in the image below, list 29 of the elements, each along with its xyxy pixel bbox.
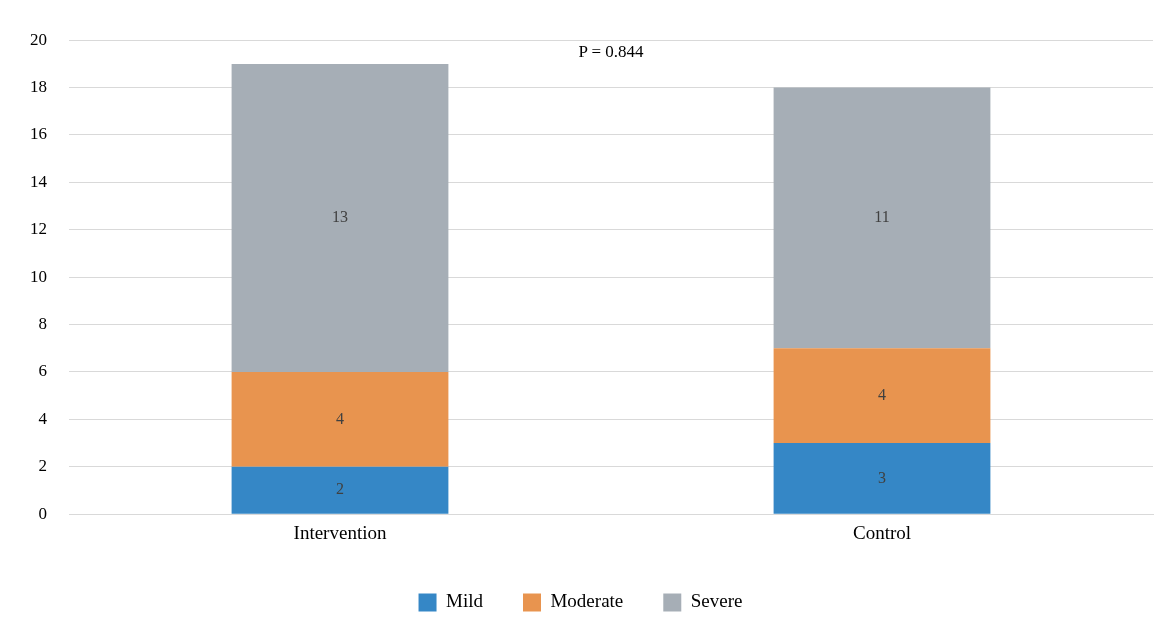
y-tick-label: 8 <box>38 314 47 334</box>
bar <box>231 466 449 514</box>
legend-label: Mild <box>446 590 484 612</box>
y-tick-label: 14 <box>30 171 48 191</box>
y-tick-label: 18 <box>30 77 47 97</box>
annotation: P = 0.844 <box>578 41 645 61</box>
bar <box>231 63 449 372</box>
y-tick-label: 4 <box>38 408 48 428</box>
data-label: 4 <box>336 409 344 427</box>
data-label: 11 <box>874 208 890 226</box>
y-tick-label: 6 <box>38 361 47 381</box>
data-label: 3 <box>878 468 886 486</box>
y-tick-label: 20 <box>30 29 47 49</box>
data-label: 2 <box>336 480 344 498</box>
y-tick-label: 10 <box>30 266 47 286</box>
data-label: 4 <box>878 385 886 403</box>
bar <box>773 87 991 349</box>
y-tick-label: 12 <box>30 219 47 239</box>
bar <box>773 443 991 514</box>
y-tick-label: 2 <box>38 456 47 476</box>
legend-label: Severe <box>690 590 743 612</box>
y-tick-label: 0 <box>38 503 47 523</box>
x-tick-label: Control <box>852 521 912 543</box>
y-tick-label: 16 <box>30 124 47 144</box>
bar <box>773 348 991 444</box>
data-label: 13 <box>332 208 348 226</box>
bar <box>231 372 449 467</box>
x-tick-label: Intervention <box>293 521 387 543</box>
legend-label: Moderate <box>550 590 624 612</box>
